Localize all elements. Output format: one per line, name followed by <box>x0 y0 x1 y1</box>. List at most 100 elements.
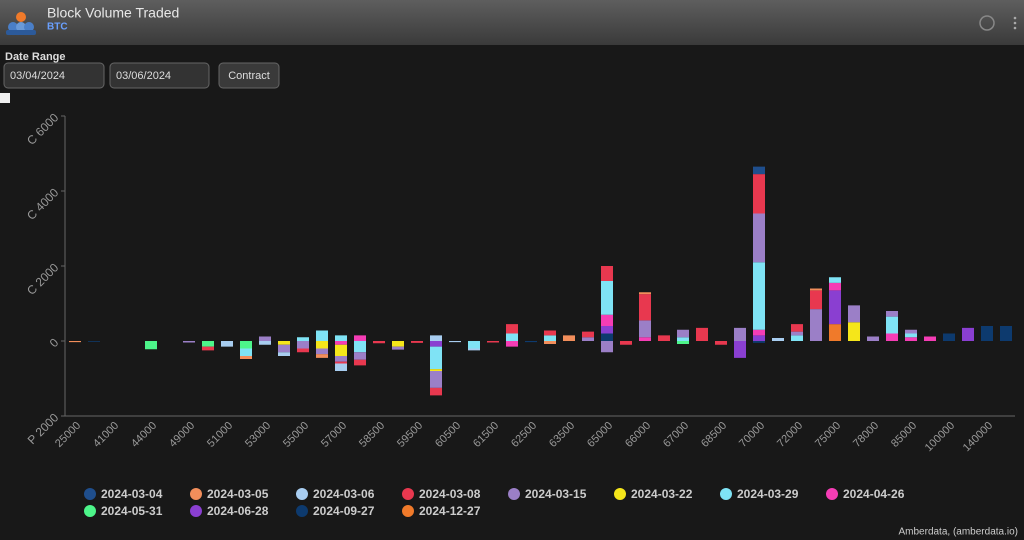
bar-segment <box>905 329 917 334</box>
bar-segment <box>316 348 328 355</box>
bar-segment <box>335 363 347 371</box>
x-tick-label: 44000 <box>129 420 159 450</box>
legend-swatch <box>84 488 96 500</box>
bar-segment <box>259 341 271 345</box>
legend-label: 2024-03-06 <box>313 487 375 501</box>
bar-segment <box>886 316 898 334</box>
x-tick-label: 100000 <box>923 420 957 454</box>
bar-segment <box>791 335 803 341</box>
subtitle: BTC <box>47 22 68 33</box>
bar-segment <box>316 330 328 341</box>
bar-segment <box>905 333 917 338</box>
x-tick-label: 60500 <box>433 420 463 450</box>
info-icon[interactable] <box>979 15 995 31</box>
bar-segment <box>753 335 765 341</box>
bar-segment <box>430 335 442 341</box>
date-range-label: Date Range <box>5 51 66 63</box>
bar-segment <box>1000 326 1012 341</box>
bar-segment <box>753 262 765 330</box>
x-tick-label: 62500 <box>509 420 539 450</box>
legend-label: 2024-03-04 <box>101 487 163 501</box>
x-tick-label: 67000 <box>661 420 691 450</box>
end-date: 03/06/2024 <box>116 70 171 82</box>
bar-segment <box>183 341 195 343</box>
bar-segment <box>316 341 328 349</box>
legend-label: 2024-04-26 <box>843 487 905 501</box>
bar-segment <box>582 331 594 338</box>
bar-segment <box>297 341 309 349</box>
legend-swatch <box>296 488 308 500</box>
bar-segment <box>943 333 955 341</box>
start-date-input[interactable] <box>3 62 105 89</box>
legend-label: 2024-05-31 <box>101 504 163 518</box>
bar-segment <box>449 341 461 343</box>
x-tick-label: 85000 <box>889 420 919 450</box>
bar-segment <box>487 341 499 343</box>
bar-segment <box>810 309 822 341</box>
bar-segment <box>544 335 556 341</box>
footer: Amberdata, (amberdata.io) <box>898 527 1018 538</box>
start-date: 03/04/2024 <box>10 70 65 82</box>
bar-segment <box>601 266 613 281</box>
bar-segment <box>601 326 613 334</box>
bar-segment <box>924 336 936 341</box>
bar-segment <box>639 337 651 341</box>
expand-toggle[interactable] <box>0 93 10 103</box>
menu-icon[interactable] <box>1013 16 1017 30</box>
legend-swatch <box>190 488 202 500</box>
x-tick-label: 63500 <box>547 420 577 450</box>
bar-segment <box>278 352 290 356</box>
y-tick-label: C 4000 <box>24 185 61 222</box>
bar-segment <box>601 333 613 341</box>
y-tick-label: 0 <box>47 335 62 350</box>
bar-segment <box>411 341 423 343</box>
x-tick-label: 59500 <box>395 420 425 450</box>
bar-segment <box>202 341 214 347</box>
bar-segment <box>221 341 233 347</box>
x-tick-label: 61500 <box>471 420 501 450</box>
legend-swatch <box>402 505 414 517</box>
bar-segment <box>316 354 328 358</box>
logo <box>6 12 36 35</box>
bar-segment <box>430 369 442 371</box>
bar-segment <box>658 335 670 341</box>
bar-segment <box>677 329 689 338</box>
legend-label: 2024-03-22 <box>631 487 693 501</box>
bar-segment <box>886 311 898 317</box>
bar-segment <box>297 348 309 353</box>
bar-segment <box>525 341 537 343</box>
bar-segment <box>753 174 765 214</box>
bar-segment <box>335 341 347 345</box>
bar-segment <box>468 348 480 351</box>
legend-swatch <box>720 488 732 500</box>
bar-segment <box>430 341 442 347</box>
bar-segment <box>829 282 841 291</box>
bar-segment <box>848 305 860 323</box>
bar-segment <box>506 341 518 347</box>
bar-segment <box>829 277 841 283</box>
legend-swatch <box>402 488 414 500</box>
bar-segment <box>715 341 727 345</box>
bar-segment <box>259 336 271 341</box>
bar-segment <box>886 333 898 341</box>
legend-swatch <box>296 505 308 517</box>
bar-segment <box>278 341 290 345</box>
end-date-input[interactable] <box>109 62 210 89</box>
bar-segment <box>69 341 81 343</box>
legend-label: 2024-06-28 <box>207 504 269 518</box>
bar-segment <box>601 281 613 315</box>
x-tick-label: 55000 <box>281 420 311 450</box>
bar-segment <box>354 352 366 360</box>
legend-label: 2024-03-29 <box>737 487 799 501</box>
bar-segment <box>335 335 347 341</box>
bar-segment <box>202 346 214 351</box>
bar-segment <box>810 290 822 310</box>
bar-segment <box>753 166 765 175</box>
bar-segment <box>772 338 784 341</box>
x-tick-label: 70000 <box>737 420 767 450</box>
bar-segment <box>848 322 860 341</box>
x-tick-label: 140000 <box>961 420 995 454</box>
contract-button[interactable] <box>218 62 280 89</box>
